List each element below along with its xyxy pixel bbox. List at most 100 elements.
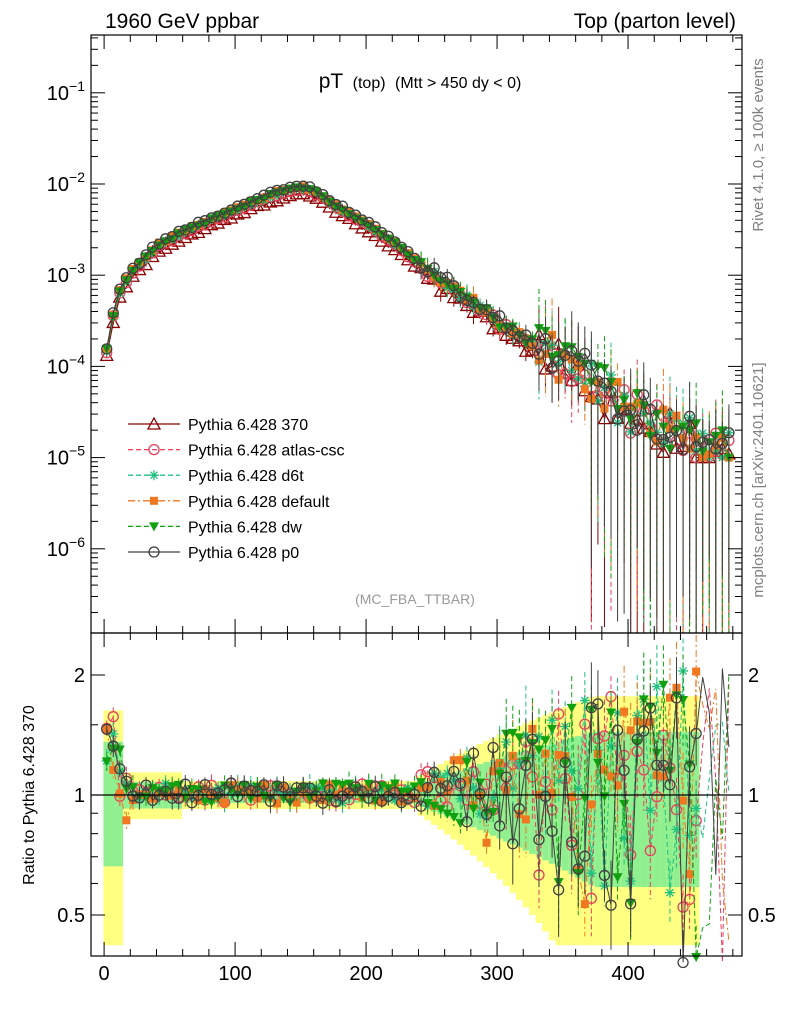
data-point: [433, 283, 448, 297]
ratio-point: [101, 723, 113, 735]
data-point: [526, 337, 539, 350]
data-point: [205, 212, 218, 224]
band-green: [463, 768, 471, 825]
band-green: [627, 731, 634, 888]
series-1: [101, 182, 735, 633]
legend-item: Pythia 6.428 p0: [128, 545, 299, 562]
ratio-point: [114, 763, 126, 775]
legend-label: Pythia 6.428 p0: [188, 545, 299, 562]
ratio-series-5: [101, 657, 730, 969]
ratio-point: [284, 791, 296, 803]
ratio-point: [540, 736, 551, 746]
data-point: [402, 246, 414, 258]
data-point: [140, 249, 152, 261]
data-point: [638, 389, 650, 401]
ratio-uncertainty-bands: [103, 696, 700, 946]
data-point: [232, 200, 244, 212]
ratio-y-tick-label: 0.5: [57, 905, 85, 927]
data-point: [664, 431, 676, 443]
ratio-point: [454, 777, 467, 790]
data-point: [317, 188, 329, 201]
ratio-point: [186, 797, 198, 809]
ratio-point: [480, 808, 493, 821]
data-point: [101, 343, 113, 355]
ratio-y-tick-label: 2: [74, 665, 85, 687]
ratio-point: [474, 788, 486, 800]
band-green: [561, 739, 569, 871]
data-point: [703, 433, 715, 446]
ratio-y-tick-label-right: 0.5: [748, 905, 776, 927]
data-point: [585, 359, 598, 371]
ratio-point: [278, 794, 289, 804]
data-point: [310, 186, 322, 198]
ratio-point: [690, 727, 702, 740]
ratio-point: [651, 791, 663, 803]
ratio-point: [435, 782, 447, 794]
header-right-title: Top (parton level): [574, 10, 736, 33]
data-point: [625, 404, 637, 416]
legend-marker: [149, 522, 159, 532]
ratio-point: [488, 807, 499, 817]
data-point: [369, 221, 381, 233]
band-green: [633, 731, 641, 888]
data-point: [107, 307, 119, 319]
y-tick-label: 10−1: [47, 78, 85, 105]
plot-title-sub1: (top): [353, 75, 386, 92]
ratio-point: [101, 757, 112, 767]
legend-label: Pythia 6.428 d6t: [188, 468, 304, 485]
y-tick-label: 10−5: [47, 443, 85, 470]
ratio-point: [488, 792, 499, 803]
ratio-point: [317, 797, 329, 809]
plot-title: pT (top) (Mtt > 450 dy < 0): [319, 70, 522, 93]
mcplots-label: mcplots.cern.ch [arXiv:2401.10621]: [750, 362, 767, 597]
x-tick-label: 100: [218, 963, 251, 985]
ratio-point: [619, 799, 630, 809]
data-point: [710, 443, 722, 455]
analysis-tag: (MC_FBA_TTBAR): [355, 591, 475, 607]
data-point: [408, 252, 421, 265]
data-point: [415, 262, 427, 274]
data-point: [446, 290, 461, 304]
ratio-point: [389, 786, 401, 799]
data-point: [212, 210, 224, 222]
ratio-y-axis-label: Ratio to Pythia 6.428 370: [21, 705, 38, 885]
x-tick-label: 200: [349, 963, 382, 985]
data-point: [258, 189, 270, 201]
data-point: [579, 347, 591, 360]
ratio-point: [417, 784, 426, 793]
axes-layer: 10−6 10−5 10−4 10−3 10−2 10−1 0 100 200 300 400 0.5…: [47, 34, 776, 985]
ratio-point: [232, 790, 244, 803]
ratio-point: [395, 797, 408, 809]
ratio-point: [521, 815, 530, 824]
band-green: [594, 731, 602, 888]
legend-item: Pythia 6.428 dw: [128, 519, 302, 536]
plot-title-main: pT: [319, 70, 344, 93]
ratio-point: [679, 796, 688, 805]
data-point: [572, 355, 584, 367]
ratio-point: [277, 781, 290, 793]
data-point: [330, 198, 342, 211]
data-point: [264, 186, 277, 198]
y-tick-label: 10−4: [47, 351, 85, 378]
ratio-point: [507, 728, 518, 738]
data-point: [613, 377, 622, 386]
y-tick-label: 10−6: [47, 534, 85, 561]
data-point: [376, 227, 388, 239]
ratio-point: [273, 799, 281, 808]
data-point: [683, 410, 696, 422]
band-green: [653, 731, 661, 888]
data-point: [520, 329, 532, 341]
ratio-point: [199, 797, 210, 807]
main-series-layer: [99, 180, 736, 633]
ratio-point: [606, 741, 617, 752]
legend-label: Pythia 6.428 dw: [188, 519, 302, 536]
ratio-point: [572, 863, 584, 875]
data-point: [323, 195, 336, 207]
legend-item: Pythia 6.428 default: [128, 494, 330, 511]
data-point: [106, 315, 121, 329]
ratio-point: [566, 765, 577, 776]
ratio-point: [271, 780, 283, 792]
band-green: [109, 741, 117, 867]
data-point: [670, 424, 683, 437]
ratio-point: [310, 790, 322, 802]
